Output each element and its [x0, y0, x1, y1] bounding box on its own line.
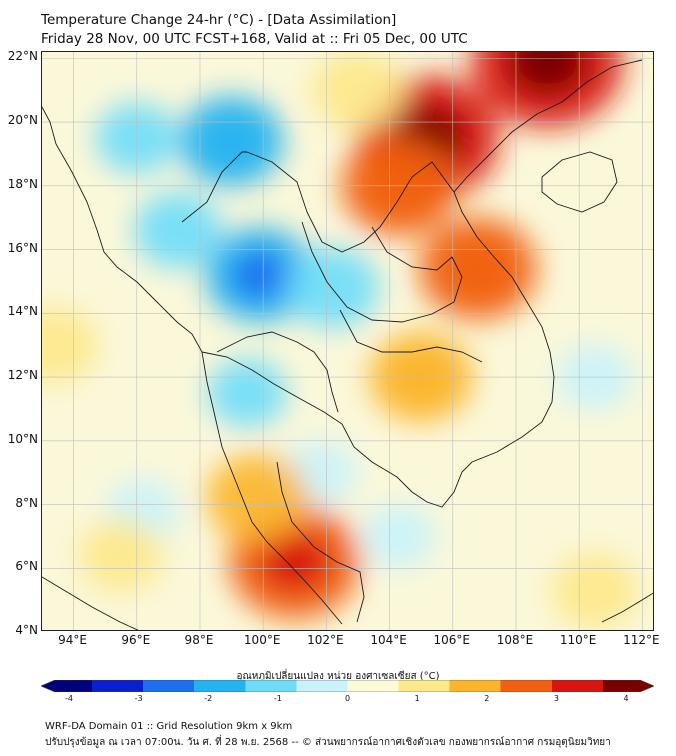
lon-label: 94°E	[58, 633, 88, 647]
field-blob-9	[362, 504, 436, 569]
lon-label: 102°E	[307, 633, 344, 647]
field-core-13	[447, 243, 509, 295]
colorbar-tick-label: 1	[414, 694, 420, 703]
lat-label: 4°N	[15, 623, 38, 637]
field-blob-2	[134, 192, 222, 269]
footer-credit: ปรับปรุงข้อมูล ณ เวลา 07:00น. วัน ศ. ที่…	[45, 737, 611, 748]
field-blob-19	[42, 307, 99, 384]
lon-label: 104°E	[370, 633, 407, 647]
colorbar-tick-label: 2	[484, 694, 490, 703]
lat-label: 6°N	[15, 559, 38, 574]
map-panel[interactable]	[41, 51, 654, 631]
field-blob-17	[78, 518, 164, 593]
lat-label: 14°N	[7, 304, 38, 319]
lat-label: 12°N	[7, 368, 38, 383]
field-core-1	[231, 251, 289, 299]
colorbar-tick-label: -2	[204, 694, 213, 703]
colorbar-tick-label: 3	[553, 694, 559, 703]
colorbar-tick-label: 0	[344, 694, 351, 703]
lon-label: 112°E	[623, 633, 660, 647]
colorbar-ramp	[41, 680, 654, 692]
lon-label: 100°E	[243, 633, 281, 647]
colorbar-tick-label: -3	[134, 694, 143, 703]
lon-label: 98°E	[184, 633, 214, 647]
field-blob-18	[551, 552, 639, 629]
lon-label: 108°E	[496, 633, 534, 647]
coastlines-and-borders	[42, 59, 653, 630]
lon-label: 106°E	[433, 633, 471, 647]
lat-label: 18°N	[7, 176, 38, 191]
colorbar-title: อุณหภูมิเปลี่ยนแปลง หน่วย องศาเซลเซียส (…	[236, 671, 440, 682]
field-blob-3	[286, 247, 380, 329]
colorbar-tick-label: 4	[623, 694, 629, 703]
lon-label: 110°E	[559, 633, 597, 647]
field-core-11	[508, 52, 587, 95]
colorbar	[41, 680, 654, 692]
field-core-0	[204, 118, 259, 164]
lat-label: 22°N	[7, 49, 38, 64]
footer-model-info: WRF-DA Domain 01 :: Grid Resolution 9km …	[45, 721, 293, 732]
graticule	[42, 52, 653, 630]
field-blob-20	[311, 52, 405, 131]
map-title: Temperature Change 24-hr (°C) - [Data As…	[41, 12, 397, 28]
lat-label: 16°N	[7, 240, 38, 255]
colorbar-tick-label: -4	[65, 694, 73, 703]
lat-label: 10°N	[7, 431, 38, 446]
field-blob-16	[206, 454, 308, 543]
lon-label: 96°E	[121, 633, 151, 647]
lat-label: 8°N	[15, 495, 38, 510]
field-core-15	[260, 533, 330, 591]
field-blob-5	[207, 358, 287, 428]
colorbar-tick-label: -1	[273, 694, 282, 703]
lat-label: 20°N	[7, 113, 38, 128]
map-subtitle: Friday 28 Nov, 00 UTC FCST+168, Valid at…	[41, 31, 468, 47]
